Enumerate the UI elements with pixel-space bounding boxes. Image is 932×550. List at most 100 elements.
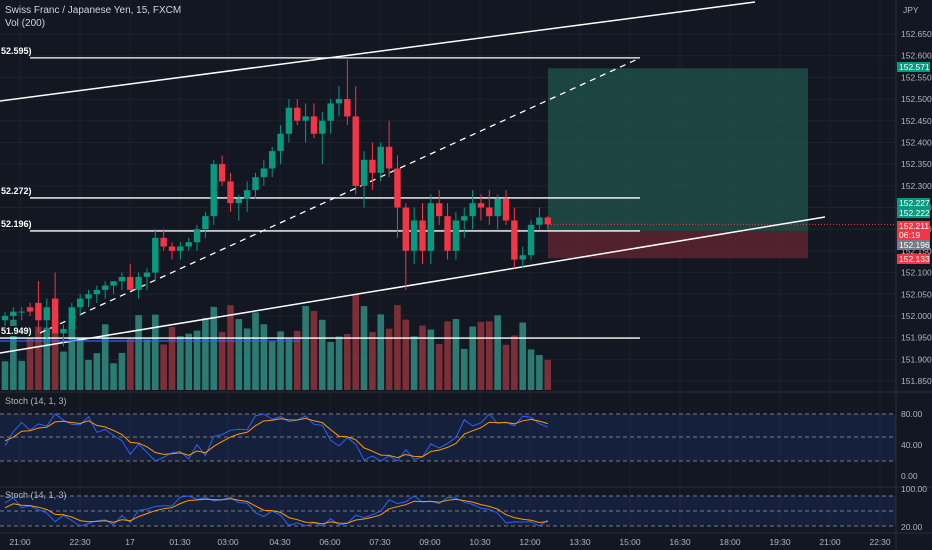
volume-bar — [227, 305, 234, 390]
candle-body — [419, 220, 426, 251]
candle-body — [385, 146, 393, 169]
candle-body — [235, 198, 242, 204]
volume-bar — [460, 348, 468, 390]
volume-bar — [344, 334, 351, 390]
stoch-1-tick-label: 40.00 — [901, 440, 923, 450]
candle-body — [160, 237, 167, 247]
volume-bar — [235, 319, 243, 390]
candle-body — [68, 307, 75, 329]
time-tick-label: 10:30 — [469, 537, 491, 547]
volume-bar — [302, 306, 309, 390]
candle-body — [427, 203, 435, 251]
price-tick-label: 152.050 — [901, 289, 932, 299]
stoch-1-d-line — [4, 417, 548, 459]
candle-body — [260, 168, 268, 178]
stoch-2-d-line — [4, 498, 548, 525]
time-tick-label: 07:30 — [369, 537, 391, 547]
stoch-1-label[interactable]: Stoch (14, 1, 3) — [5, 396, 67, 406]
price-tick-label: 152.650 — [901, 29, 932, 39]
candle-body — [285, 107, 293, 134]
candle-body — [494, 198, 501, 217]
volume-bar — [360, 306, 368, 390]
volume-bar — [502, 344, 510, 390]
volume-bar — [377, 314, 385, 390]
candle-body — [436, 203, 443, 217]
volume-bar — [76, 338, 84, 390]
stoch-2-label[interactable]: Stoch (14, 1, 3) — [5, 490, 67, 500]
candle-body — [210, 164, 217, 217]
time-tick-label: 22:30 — [869, 537, 891, 547]
stoch-1-tick-label: 0.00 — [901, 471, 918, 481]
volume-bar — [369, 332, 376, 390]
volume-bar — [10, 319, 17, 390]
volume-bar — [118, 352, 126, 390]
candle-body — [76, 298, 84, 308]
price-tag-entry: 152.196 — [897, 240, 930, 250]
candle-body — [243, 190, 251, 199]
price-tag-stop: 152.133 — [897, 254, 930, 264]
volume-bar — [260, 324, 268, 390]
volume-bar — [444, 321, 451, 390]
stoch-1-tick-label: 80.00 — [901, 409, 923, 419]
price-tick-label: 152.600 — [901, 51, 932, 61]
volume-bar — [126, 339, 134, 390]
candle-body — [51, 298, 59, 334]
volume-bar — [402, 319, 410, 390]
volume-bar — [335, 336, 343, 390]
candle-body — [277, 133, 284, 152]
candle-body — [93, 289, 101, 295]
candle-body — [43, 307, 50, 321]
candle-body — [143, 272, 151, 277]
price-tick-label: 152.350 — [901, 159, 932, 169]
candle-body — [502, 198, 510, 221]
volume-bar — [193, 330, 201, 390]
candle-body — [177, 246, 184, 251]
stoch-2-tick-label: 20.00 — [901, 522, 923, 532]
volume-bar — [277, 331, 284, 390]
volume-bar — [511, 335, 518, 390]
price-tick-label: 151.900 — [901, 354, 932, 364]
volume-bar — [419, 325, 426, 390]
volume-bar — [352, 294, 359, 390]
symbol-title[interactable]: Swiss Franc / Japanese Yen, 15, FXCM — [5, 5, 182, 16]
time-tick-label: 19:30 — [769, 537, 791, 547]
volume-bar — [268, 341, 276, 390]
candle-body — [536, 217, 543, 225]
volume-bar — [152, 314, 159, 390]
volume-bar — [110, 363, 117, 390]
candle-body — [544, 217, 551, 225]
stoch-2-tick-label: 100.00 — [901, 484, 927, 494]
candle-body — [302, 116, 309, 121]
level-label-2: 52.272) — [0, 186, 33, 196]
candle-body — [486, 207, 493, 217]
price-tick-label: 151.950 — [901, 333, 932, 343]
candle-body — [519, 255, 526, 260]
candle-body — [461, 216, 468, 221]
level-label-1: 52.595) — [0, 46, 33, 56]
volume-indicator-label[interactable]: Vol (200) — [5, 18, 46, 29]
time-tick-label: 13:30 — [569, 537, 591, 547]
price-tick-label: 152.450 — [901, 116, 932, 126]
candle-body — [269, 151, 276, 169]
volume-bar — [168, 326, 176, 390]
candle-body — [118, 276, 126, 282]
level-label-3: 52.196) — [0, 219, 33, 229]
candle-body — [410, 220, 418, 251]
volume-bar — [319, 319, 326, 390]
channel-lower-line — [0, 216, 826, 354]
price-tick-label: 152.100 — [901, 268, 932, 278]
volume-bar — [218, 331, 226, 390]
candle-body — [110, 281, 117, 286]
candle-body — [477, 203, 485, 208]
candle-body — [344, 99, 351, 117]
time-tick-label: 09:00 — [419, 537, 441, 547]
time-tick-label: 04:30 — [269, 537, 291, 547]
volume-bar — [486, 321, 493, 390]
long-position-profit-zone — [548, 68, 808, 231]
volume-bar — [410, 336, 418, 390]
price-tick-label: 152.000 — [901, 311, 932, 321]
candle-body — [35, 302, 42, 321]
price-tick-label: 152.550 — [901, 72, 932, 82]
time-tick-label: 12:00 — [519, 537, 541, 547]
